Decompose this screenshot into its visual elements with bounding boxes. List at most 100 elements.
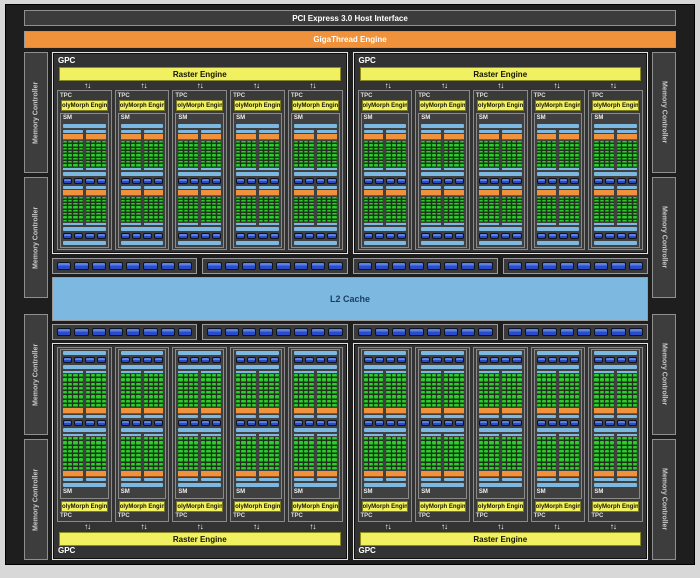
cuda-core-cell bbox=[605, 463, 609, 466]
cuda-core-cell bbox=[269, 441, 273, 444]
tpc-label: TPC bbox=[534, 512, 583, 520]
cuda-core-cell bbox=[131, 197, 135, 199]
cuda-core-cell bbox=[136, 454, 140, 457]
cuda-core-cell bbox=[437, 450, 441, 453]
cuda-core-cell bbox=[206, 144, 210, 146]
cuda-core-cell bbox=[144, 197, 148, 199]
load-store-row bbox=[178, 233, 221, 239]
cuda-core-cell bbox=[449, 467, 453, 470]
cuda-core-cell bbox=[212, 450, 216, 453]
cuda-core-cell bbox=[610, 446, 614, 449]
cuda-core-cell bbox=[275, 446, 279, 449]
cuda-core-cell bbox=[421, 158, 425, 160]
instruction-buffer-bar bbox=[121, 130, 141, 133]
cuda-core-cell bbox=[304, 400, 308, 403]
cuda-core-cell bbox=[547, 441, 551, 444]
cuda-core-cell bbox=[126, 458, 130, 461]
crossbar-pill bbox=[143, 328, 157, 336]
cuda-core-cell bbox=[570, 437, 574, 440]
cuda-core-cell bbox=[617, 148, 621, 150]
load-store-pill bbox=[270, 357, 279, 363]
cuda-core-cell bbox=[552, 400, 556, 403]
cuda-core-cell bbox=[309, 383, 313, 386]
cuda-core-cell bbox=[79, 216, 83, 218]
cuda-core-cell bbox=[309, 395, 313, 398]
tpc-label: TPC bbox=[476, 512, 525, 520]
cuda-core-cell bbox=[495, 154, 499, 156]
cuda-core-cell bbox=[201, 383, 205, 386]
cuda-core-cell bbox=[392, 441, 396, 444]
cuda-core-cell bbox=[610, 200, 614, 202]
cuda-core-cell bbox=[600, 387, 604, 390]
load-store-pill bbox=[270, 233, 279, 239]
warp-scheduler-bar bbox=[502, 408, 522, 414]
cuda-core-cell bbox=[252, 395, 256, 398]
register-file-bar bbox=[479, 223, 499, 225]
up-down-arrows-icon: ↑↓ bbox=[610, 523, 616, 531]
cuda-core-cell bbox=[178, 144, 182, 146]
cuda-core-cell bbox=[489, 213, 493, 215]
shared-memory-bar bbox=[594, 365, 637, 369]
cuda-core-cell bbox=[402, 391, 406, 394]
cuda-core-cell bbox=[575, 450, 579, 453]
instruction-buffer-bar bbox=[86, 415, 106, 418]
cuda-core-cell bbox=[178, 454, 182, 457]
tpc-label: TPC bbox=[361, 512, 410, 520]
cuda-core-cell bbox=[136, 216, 140, 218]
cuda-core-cell bbox=[252, 387, 256, 390]
sm-subblock bbox=[317, 130, 337, 170]
cuda-core-cell bbox=[432, 395, 436, 398]
cuda-core-cell bbox=[489, 458, 493, 461]
cuda-core-cell bbox=[184, 144, 188, 146]
cuda-core-cell bbox=[144, 141, 148, 143]
warp-scheduler-bar bbox=[63, 190, 83, 196]
cuda-core-grid bbox=[559, 141, 579, 167]
cuda-core-grid bbox=[236, 437, 256, 470]
cuda-core-cell bbox=[149, 154, 153, 156]
cuda-core-cell bbox=[322, 220, 326, 222]
cuda-core-cell bbox=[559, 164, 563, 166]
cuda-core-cell bbox=[68, 391, 72, 394]
cuda-core-cell bbox=[73, 216, 77, 218]
cuda-core-cell bbox=[374, 197, 378, 199]
sm-process-block bbox=[63, 130, 106, 170]
cuda-core-cell bbox=[68, 383, 72, 386]
cuda-core-cell bbox=[299, 200, 303, 202]
cuda-core-cell bbox=[63, 467, 67, 470]
cuda-core-cell bbox=[449, 210, 453, 212]
cuda-core-cell bbox=[144, 164, 148, 166]
cuda-core-cell bbox=[154, 206, 158, 208]
cuda-core-cell bbox=[517, 458, 521, 461]
cuda-core-cell bbox=[217, 463, 221, 466]
cuda-core-cell bbox=[454, 450, 458, 453]
cuda-core-cell bbox=[236, 141, 240, 143]
texture-cache-bar bbox=[594, 351, 637, 355]
gpc-label: GPC bbox=[358, 56, 644, 66]
cuda-core-cell bbox=[437, 210, 441, 212]
cuda-core-cell bbox=[194, 395, 198, 398]
shared-memory-bar bbox=[364, 227, 407, 231]
cuda-core-cell bbox=[622, 148, 626, 150]
cuda-core-cell bbox=[154, 151, 158, 153]
load-store-row bbox=[421, 178, 464, 184]
cuda-core-cell bbox=[512, 200, 516, 202]
cuda-core-cell bbox=[421, 458, 425, 461]
cuda-core-cell bbox=[460, 158, 464, 160]
load-store-pill bbox=[190, 357, 199, 363]
tpc-label: TPC bbox=[118, 92, 167, 100]
load-store-pill bbox=[397, 357, 406, 363]
cuda-core-cell bbox=[374, 446, 378, 449]
sm-subblock bbox=[294, 434, 314, 481]
cuda-core-grid bbox=[617, 374, 637, 407]
polymorph-engine-bar: PolyMorph Engine bbox=[592, 100, 639, 111]
cuda-core-cell bbox=[617, 391, 621, 394]
cuda-core-grid bbox=[479, 437, 499, 470]
cuda-core-cell bbox=[189, 216, 193, 218]
sm-box: SM bbox=[175, 113, 224, 248]
cuda-core-cell bbox=[454, 391, 458, 394]
cuda-core-cell bbox=[136, 220, 140, 222]
cuda-core-cell bbox=[600, 151, 604, 153]
cuda-core-cell bbox=[154, 210, 158, 212]
cuda-core-cell bbox=[605, 383, 609, 386]
cuda-core-cell bbox=[460, 467, 464, 470]
